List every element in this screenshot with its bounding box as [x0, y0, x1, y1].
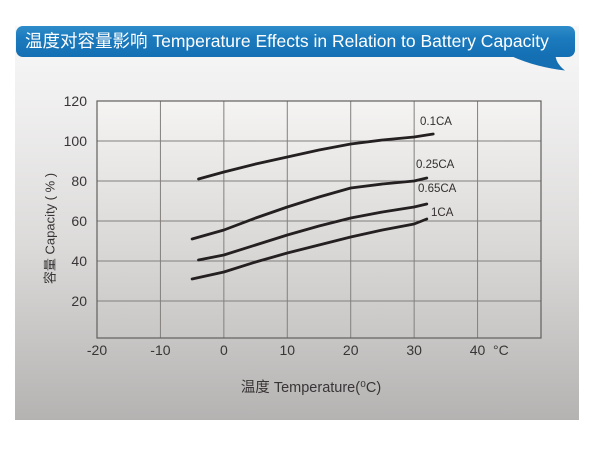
x-tick-label: 10: [279, 342, 296, 358]
series-label-1CA: 1CA: [431, 207, 454, 219]
series-label-0.65CA: 0.65CA: [418, 183, 457, 195]
y-tick-label: 80: [71, 173, 87, 189]
series-label-0.1CA: 0.1CA: [420, 116, 452, 128]
x-tick-label: 0: [219, 342, 228, 358]
banner-tail-pointer: [511, 56, 565, 71]
curve-0.25CA: [190, 176, 429, 241]
page-title: 温度对容量影响 Temperature Effects in Relation …: [25, 31, 549, 51]
x-tick-label: 40: [469, 342, 486, 358]
title-banner: 温度对容量影响 Temperature Effects in Relation …: [16, 26, 575, 57]
x-tick-label: -10: [150, 342, 171, 358]
x-tick-label: 30: [406, 342, 422, 358]
y-tick-label: 20: [71, 293, 87, 309]
y-tick-label: 120: [63, 93, 87, 109]
curve-1CA: [190, 217, 429, 281]
x-tick-label: 20: [342, 342, 359, 358]
x-axis-unit-label: °C: [493, 342, 509, 358]
series-label-0.25CA: 0.25CA: [416, 159, 455, 171]
y-tick-label: 40: [71, 253, 87, 269]
curve-0.65CA: [197, 202, 429, 262]
curve-0.1CA: [197, 132, 435, 181]
y-axis-title: 容量 Capacity ( % ): [42, 172, 58, 285]
y-tick-label: 100: [63, 133, 87, 149]
plot-frame: [96, 100, 542, 339]
y-tick-label: 60: [71, 213, 87, 229]
x-axis-title: 温度 Temperature(⁰C): [240, 380, 382, 396]
x-tick-label: -20: [86, 342, 108, 358]
plot-area: [97, 101, 541, 338]
